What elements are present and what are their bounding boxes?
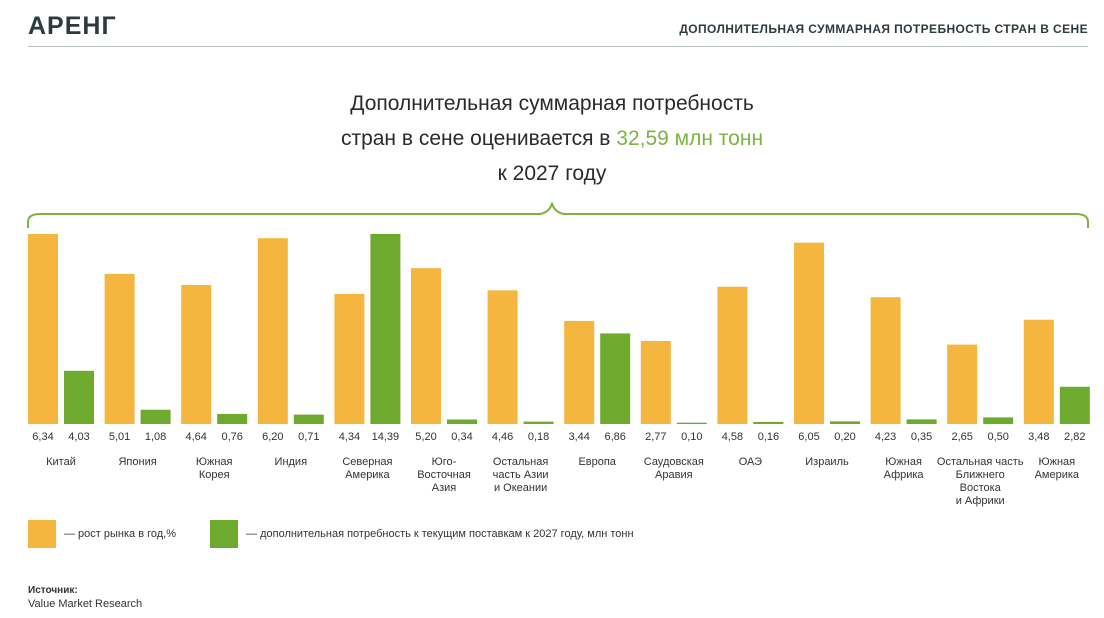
data-label-growth: 6,20 bbox=[262, 431, 283, 443]
header-title: ДОПОЛНИТЕЛЬНАЯ СУММАРНАЯ ПОТРЕБНОСТЬ СТР… bbox=[679, 22, 1088, 36]
bar-growth bbox=[640, 340, 671, 424]
data-label-growth: 4,34 bbox=[339, 431, 360, 443]
category-label: Израиль bbox=[805, 456, 849, 468]
category-label: Индия bbox=[275, 456, 308, 468]
data-label-demand: 4,03 bbox=[68, 431, 89, 443]
bar-demand bbox=[523, 421, 554, 424]
headline-total-value: 32,59 млн тонн bbox=[616, 127, 764, 150]
bar-growth bbox=[104, 273, 135, 424]
data-label-demand: 0,71 bbox=[298, 431, 319, 443]
category-label: ОАЭ bbox=[739, 456, 762, 468]
bar-growth bbox=[717, 286, 748, 424]
category-label: Юго-Восточная Азия bbox=[417, 456, 471, 494]
data-label-growth: 2,77 bbox=[645, 431, 666, 443]
data-label-demand: 1,08 bbox=[145, 431, 166, 443]
data-label-demand: 0,16 bbox=[758, 431, 779, 443]
data-label-growth: 4,64 bbox=[185, 431, 206, 443]
headline: Дополнительная суммарная потребность стр… bbox=[0, 86, 1104, 191]
bar-demand bbox=[140, 409, 171, 424]
bar-demand bbox=[600, 333, 631, 424]
category-label: Южная Корея bbox=[196, 456, 233, 481]
legend-item-demand: — дополнительная потребность к текущим п… bbox=[210, 520, 634, 548]
data-label-growth: 6,05 bbox=[798, 431, 819, 443]
bar-growth bbox=[1023, 319, 1054, 424]
bar-growth bbox=[257, 238, 288, 424]
data-label-growth: 3,48 bbox=[1028, 431, 1049, 443]
category-label: Остальная часть Ближнего Востока и Африки bbox=[937, 456, 1024, 507]
category-label: Северная Америка bbox=[342, 456, 392, 481]
bar-growth bbox=[28, 234, 58, 424]
data-label-demand: 0,76 bbox=[221, 431, 242, 443]
headline-brace bbox=[27, 201, 1089, 228]
headline-line-3: к 2027 году bbox=[497, 162, 607, 185]
legend: — рост рынка в год,% — дополнительная по… bbox=[28, 520, 668, 548]
bar-demand bbox=[447, 419, 477, 424]
bar-demand bbox=[217, 413, 248, 424]
data-label-demand: 0,34 bbox=[451, 431, 472, 443]
bar-growth bbox=[564, 320, 595, 424]
category-label: Япония bbox=[118, 456, 156, 468]
data-label-growth: 3,44 bbox=[568, 431, 589, 443]
bar-demand bbox=[753, 421, 784, 424]
headline-line-2: стран в сене оценивается в 32,59 млн тон… bbox=[0, 121, 1104, 156]
legend-label-demand: — дополнительная потребность к текущим п… bbox=[246, 528, 634, 540]
data-label-growth: 4,58 bbox=[722, 431, 743, 443]
bar-demand bbox=[830, 421, 860, 424]
bar-growth bbox=[487, 290, 518, 424]
bar-growth bbox=[870, 297, 901, 424]
data-label-growth: 5,01 bbox=[109, 431, 130, 443]
data-label-demand: 2,82 bbox=[1064, 431, 1085, 443]
bar-demand bbox=[1059, 386, 1090, 424]
bar-demand bbox=[676, 422, 707, 424]
headline-line-1: Дополнительная суммарная потребность bbox=[350, 92, 754, 115]
data-label-growth: 6,34 bbox=[32, 431, 53, 443]
data-label-demand: 6,86 bbox=[604, 431, 625, 443]
header-divider bbox=[28, 46, 1088, 47]
data-label-demand: 14,39 bbox=[372, 431, 400, 443]
data-label-demand: 0,35 bbox=[911, 431, 932, 443]
logo: АРЕНГ bbox=[28, 12, 117, 40]
data-label-demand: 0,20 bbox=[834, 431, 855, 443]
bar-chart: 6,34 4,03 Китай 5,01 1,08 Япония 4,64 0,76 Южная… bbox=[27, 201, 1090, 507]
legend-swatch-demand bbox=[210, 520, 239, 548]
category-label: Южная Америка bbox=[1035, 456, 1080, 481]
data-label-demand: 0,10 bbox=[681, 431, 702, 443]
headline-line-2-prefix: стран в сене оценивается в bbox=[340, 127, 617, 150]
data-label-demand: 0,50 bbox=[987, 431, 1008, 443]
data-label-growth: 5,20 bbox=[415, 431, 436, 443]
category-label: Китай bbox=[46, 456, 76, 468]
bar-demand bbox=[983, 417, 1014, 424]
bar-demand bbox=[370, 234, 401, 424]
legend-label-growth: — рост рынка в год,% bbox=[64, 528, 177, 540]
category-label: Южная Африка bbox=[884, 456, 925, 481]
bar-growth bbox=[411, 268, 441, 424]
data-label-demand: 0,18 bbox=[528, 431, 549, 443]
bar-demand bbox=[293, 414, 324, 424]
bar-growth bbox=[794, 242, 824, 424]
data-label-growth: 2,65 bbox=[951, 431, 972, 443]
data-label-growth: 4,23 bbox=[875, 431, 896, 443]
legend-item-growth: — рост рынка в год,% bbox=[28, 520, 176, 548]
bar-growth bbox=[181, 284, 212, 424]
data-label-growth: 4,46 bbox=[492, 431, 513, 443]
category-label: Европа bbox=[578, 456, 616, 468]
bar-growth bbox=[334, 293, 365, 424]
category-label: Остальная часть Азии и Океании bbox=[493, 456, 549, 494]
source-title: Источник: bbox=[28, 585, 78, 596]
bar-demand bbox=[64, 370, 94, 424]
legend-swatch-growth bbox=[28, 520, 56, 548]
bar-growth bbox=[947, 344, 978, 424]
bar-demand bbox=[906, 419, 937, 424]
source-text: Value Market Research bbox=[28, 598, 143, 610]
category-label: Саудовская Аравия bbox=[644, 456, 704, 481]
